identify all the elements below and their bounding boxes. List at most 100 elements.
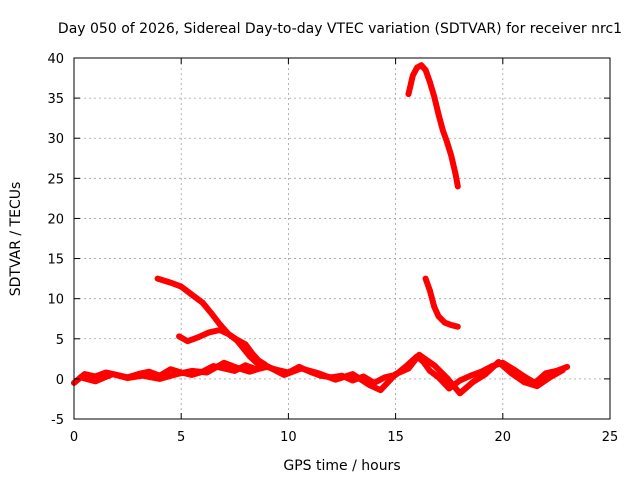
series-point-arc-afternoon-low	[455, 323, 461, 330]
series-point-arc-morning	[167, 279, 174, 286]
series-point-baseline-a	[542, 370, 549, 377]
series-point-arc-afternoon-high	[455, 183, 461, 190]
x-axis-label: GPS time / hours	[283, 458, 400, 474]
x-tick-label: 20	[495, 430, 512, 445]
series-point-baseline-b	[281, 372, 287, 378]
series-line-arc-afternoon-high	[405, 62, 461, 190]
series-point-baseline-a	[446, 385, 453, 392]
series-point-baseline-b	[174, 371, 180, 377]
x-tick-label: 15	[387, 430, 404, 445]
series-point-baseline-a	[467, 372, 474, 379]
grid-lines	[74, 58, 610, 419]
series-point-arc-midday	[225, 331, 232, 337]
series-point-baseline-b	[560, 367, 566, 373]
series-point-baseline-a	[457, 377, 463, 384]
series-point-baseline-b	[298, 365, 305, 372]
series-point-baseline-a	[349, 377, 356, 384]
series-point-arc-afternoon-high	[444, 139, 450, 145]
series-point-arc-midday	[255, 361, 262, 368]
series-point-arc-midday	[184, 338, 191, 345]
y-tick-label: 40	[47, 52, 64, 67]
y-tick-label: 30	[47, 132, 64, 147]
series-point-arc-afternoon-low	[431, 303, 438, 310]
series-point-arc-afternoon-low	[448, 322, 455, 328]
series-point-arc-afternoon-high	[414, 64, 420, 71]
series-point-arc-afternoon-high	[418, 62, 425, 68]
series-point-arc-afternoon-high	[410, 72, 416, 79]
series-point-arc-afternoon-high	[431, 93, 438, 100]
series-point-arc-midday	[206, 329, 212, 336]
series-point-baseline-b	[405, 365, 412, 372]
y-tick-label: 35	[47, 92, 64, 107]
series-point-arc-morning	[262, 361, 268, 368]
x-tick-label: 0	[70, 430, 78, 445]
series-point-baseline-b	[221, 360, 227, 366]
y-tick-label: 20	[47, 212, 64, 227]
series-point-arc-afternoon-high	[422, 67, 429, 73]
series-point-baseline-b	[547, 374, 553, 381]
series-point-arc-afternoon-high	[452, 171, 459, 178]
series-point-baseline-b	[234, 364, 240, 371]
series-point-baseline-b	[457, 390, 463, 397]
series-point-arc-midday	[247, 353, 253, 360]
x-tick-label: 10	[280, 430, 297, 445]
series-line-baseline-b	[77, 351, 566, 397]
series-point-baseline-b	[416, 352, 423, 358]
series-point-arc-midday	[234, 337, 240, 344]
series-point-baseline-b	[157, 376, 163, 382]
series-point-baseline-b	[124, 375, 131, 381]
series-point-baseline-a	[242, 362, 249, 369]
series-point-baseline-b	[495, 359, 502, 365]
series-point-arc-afternoon-high	[448, 153, 455, 159]
series-point-arc-afternoon-high	[440, 127, 446, 133]
series-point-baseline-b	[444, 375, 450, 381]
series-point-baseline-a	[427, 368, 433, 374]
series-point-arc-morning	[178, 283, 184, 290]
y-tick-label: 15	[47, 253, 64, 268]
series-point-arc-afternoon-high	[435, 111, 442, 117]
series-point-baseline-b	[109, 371, 116, 377]
series-point-baseline-a	[382, 374, 388, 381]
series-point-arc-afternoon-low	[442, 319, 448, 326]
y-tick-label: 10	[47, 293, 64, 308]
y-tick-label: 0	[56, 373, 64, 388]
series-point-arc-afternoon-low	[435, 313, 442, 320]
axis-ticks: 0 5 10 15 20 25 -5 0 5 10 15 20 25 30 35 40	[47, 52, 618, 445]
series-point-arc-morning	[189, 291, 195, 298]
series-point-arc-midday	[195, 334, 202, 341]
y-tick-label: 5	[56, 333, 64, 348]
series-point-arc-midday	[240, 345, 247, 352]
series-point-baseline-a	[435, 374, 442, 381]
series-point-arc-midday	[217, 327, 223, 333]
series-point-arc-morning	[154, 275, 161, 282]
series-point-baseline-b	[315, 370, 322, 377]
series-point-baseline-a	[146, 368, 152, 375]
series-point-arc-afternoon-high	[427, 79, 433, 85]
y-axis-label: SDTVAR / TECUs	[8, 182, 24, 297]
plot-frame	[73, 57, 611, 420]
x-tick-label: 5	[177, 430, 185, 445]
series-point-baseline-b	[367, 382, 373, 389]
y-tick-label: -5	[51, 413, 64, 428]
series-point-baseline-b	[508, 370, 515, 377]
series-point-baseline-b	[247, 368, 253, 375]
series-point-arc-morning	[217, 321, 223, 328]
series-point-arc-afternoon-high	[405, 91, 412, 97]
series-point-baseline-b	[521, 379, 527, 385]
series-line-arc-afternoon-low	[422, 275, 461, 330]
series-point-baseline-b	[431, 362, 438, 369]
series-point-baseline-a	[564, 364, 570, 370]
series-point-baseline-b	[332, 376, 339, 383]
series-point-arc-midday	[176, 333, 182, 340]
series-point-arc-afternoon-low	[427, 287, 433, 294]
chart-title: Day 050 of 2026, Sidereal Day-to-day VTE…	[58, 21, 622, 37]
series-point-baseline-a	[221, 365, 227, 372]
series-point-baseline-b	[392, 371, 399, 377]
y-tick-label: 25	[47, 172, 64, 187]
series-point-baseline-b	[349, 371, 356, 377]
x-tick-label: 25	[602, 430, 619, 445]
series-point-arc-afternoon-low	[422, 275, 429, 282]
series-point-baseline-a	[167, 366, 174, 373]
series-line-arc-midday	[176, 327, 262, 368]
